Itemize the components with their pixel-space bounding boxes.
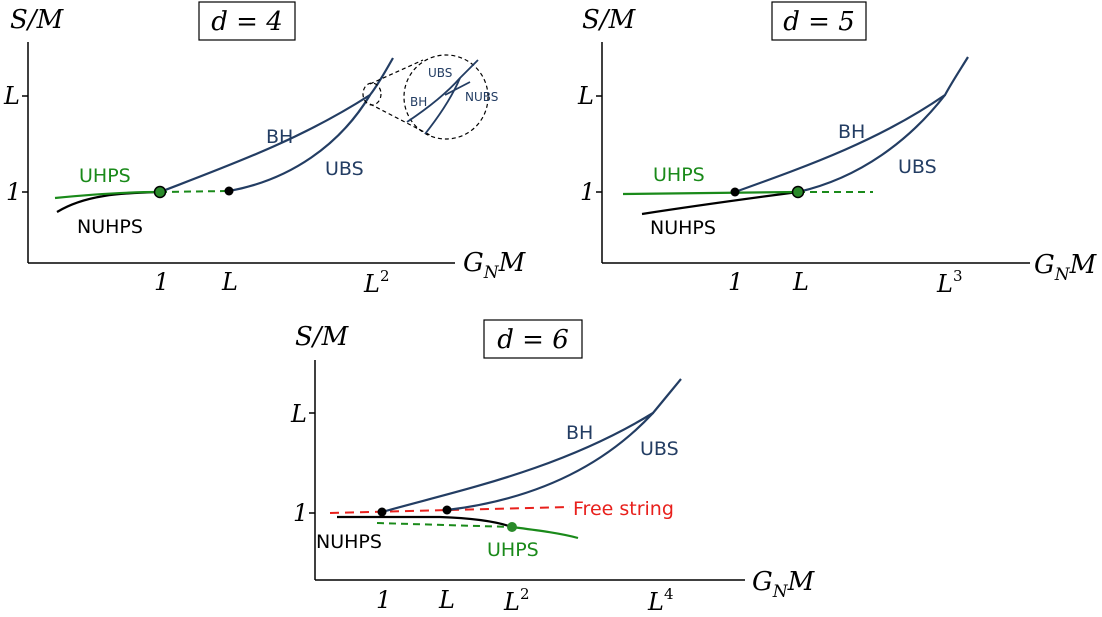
y-tick-label-1: 1	[6, 178, 21, 206]
panel-title: d = 4	[211, 7, 283, 37]
nuhps-label: NUHPS	[77, 216, 143, 238]
x-tick-label-1: 1	[154, 268, 169, 296]
point-bh-junction	[730, 187, 740, 197]
title-box	[198, 1, 296, 41]
point-uhps-junction	[791, 185, 805, 199]
x-tick-label-l2: L2	[503, 585, 529, 616]
panel-title: d = 5	[783, 7, 855, 37]
nuhps-curve	[641, 190, 799, 216]
title-box	[483, 319, 583, 359]
x-tick-label-l: L	[792, 268, 809, 296]
y-tick-label-l: L	[577, 82, 594, 110]
panel-d5: S/M GNM L 1 1 L L3 d = 5 BH UBS UHPS NUH…	[577, 1, 1098, 298]
inset-nubs-label: NUBS	[465, 90, 498, 104]
uhps-dashed	[159, 190, 230, 193]
x-axis-label: GNM	[752, 567, 816, 602]
x-tick-label-l: L	[221, 268, 238, 296]
bh-curve	[159, 57, 394, 194]
panel-title: d = 6	[497, 325, 569, 355]
title-box	[771, 1, 867, 41]
panel-d6: S/M GNM L 1 1 L L2 L4 d = 6 BH UBS Free …	[290, 319, 816, 616]
nuhps-label: NUHPS	[316, 531, 382, 553]
inset-ubs-curve	[424, 77, 461, 135]
uhps-label: UHPS	[653, 164, 705, 186]
nuhps-curve	[56, 190, 161, 213]
x-tick-label-1: 1	[728, 268, 743, 296]
bh-label: BH	[566, 422, 593, 444]
inset-nubs-curve	[444, 81, 471, 96]
point-uhps-junction	[507, 522, 517, 532]
uhps-curve	[54, 190, 161, 200]
nuhps-curve	[337, 515, 513, 529]
x-tick-label-l2: L2	[363, 267, 389, 298]
x-tick-label-l3: L3	[936, 267, 962, 298]
bh-curve	[381, 378, 682, 514]
y-axis-label: S/M	[295, 322, 350, 352]
ubs-label: UBS	[898, 156, 937, 178]
bh-label: BH	[838, 121, 865, 143]
uhps-curve	[511, 525, 579, 540]
point-ubs-start	[442, 505, 452, 515]
y-tick-label-l: L	[290, 400, 307, 428]
inset-bh-label: BH	[410, 95, 427, 109]
panel-d4: S/M GNM L 1 1 L L2 d = 4 UBS BH NUBS BH …	[3, 1, 527, 298]
y-tick-label-1: 1	[293, 499, 308, 527]
y-axis-label: S/M	[582, 5, 637, 35]
x-axis-label: GNM	[463, 248, 527, 283]
bh-label: BH	[266, 126, 293, 148]
uhps-label: UHPS	[79, 165, 131, 187]
bh-curve	[734, 56, 969, 194]
uhps-dashed	[376, 522, 513, 528]
point-bh-junction	[224, 186, 234, 196]
ubs-label: UBS	[640, 438, 679, 460]
y-tick-label-1: 1	[580, 178, 595, 206]
x-tick-label-l: L	[438, 586, 455, 614]
free-string-label: Free string	[573, 498, 674, 520]
zoom-inset-circle	[403, 54, 489, 140]
ubs-curve	[797, 94, 946, 194]
point-uhps-junction	[153, 185, 167, 199]
x-axis-label: GNM	[1034, 250, 1098, 285]
uhps-label: UHPS	[487, 539, 539, 561]
ubs-curve	[446, 412, 654, 512]
point-bh-start	[377, 507, 387, 517]
y-tick-label-l: L	[3, 82, 20, 110]
x-tick-label-l4: L4	[647, 585, 673, 616]
inset-ubs-label: UBS	[428, 66, 452, 80]
x-tick-label-1: 1	[376, 586, 391, 614]
zoom-line-top	[369, 59, 424, 85]
ubs-label: UBS	[325, 158, 364, 180]
nuhps-label: NUHPS	[650, 217, 716, 239]
ubs-curve	[228, 94, 371, 193]
uhps-curve	[622, 190, 799, 196]
y-axis-label: S/M	[10, 5, 65, 35]
